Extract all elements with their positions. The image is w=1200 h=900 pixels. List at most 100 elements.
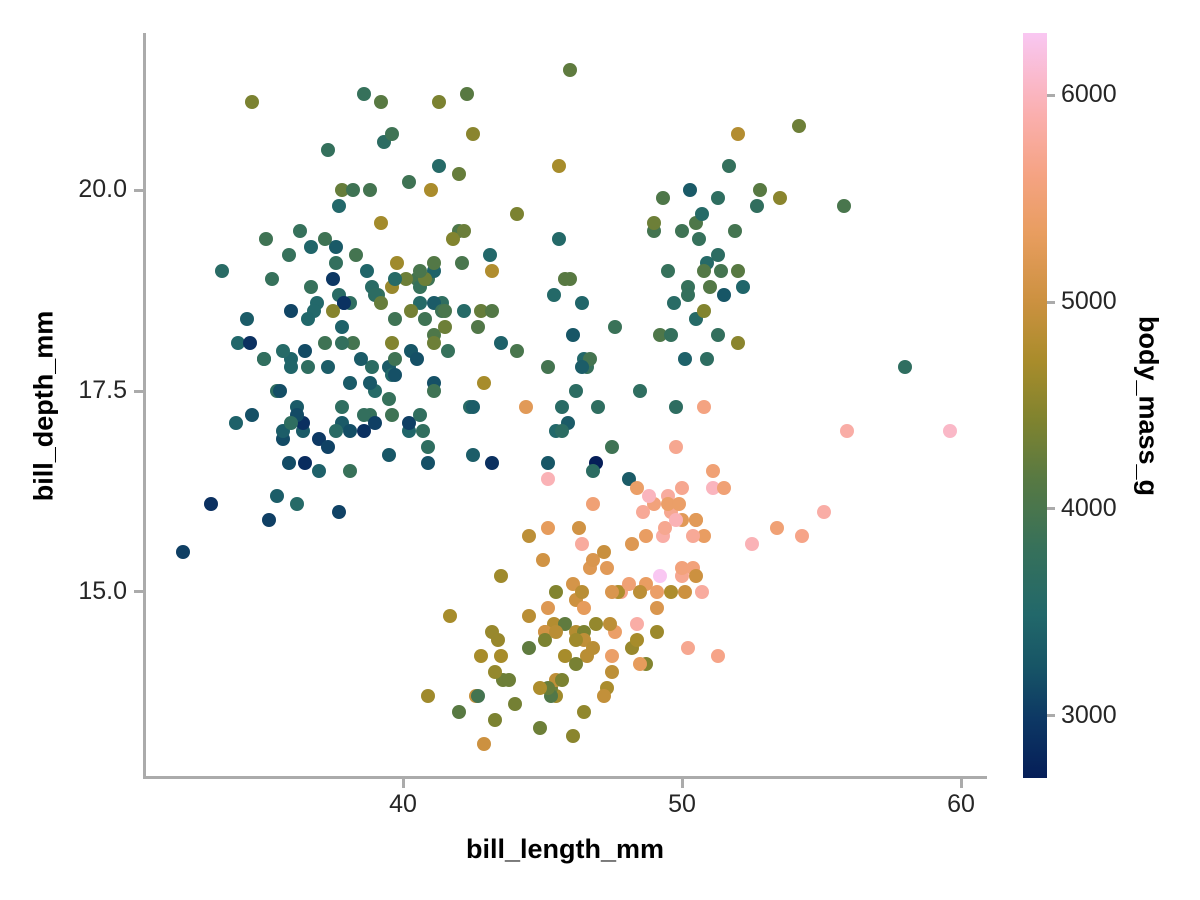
data-point [574, 536, 589, 551]
data-point [356, 87, 371, 102]
data-point [454, 255, 469, 270]
data-point [596, 544, 611, 559]
data-point [474, 649, 489, 664]
data-point [471, 319, 486, 334]
data-point [795, 528, 810, 543]
data-point [549, 625, 564, 640]
data-point [705, 480, 720, 495]
data-point [705, 464, 720, 479]
data-point [711, 327, 726, 342]
data-point [426, 335, 441, 350]
colorbar-tick-label: 5000 [1061, 287, 1117, 316]
data-point [488, 713, 503, 728]
data-point [730, 335, 745, 350]
data-point [451, 705, 466, 720]
data-point [457, 223, 472, 238]
data-point [510, 207, 525, 222]
data-point [574, 295, 589, 310]
data-point [661, 263, 676, 278]
data-point [440, 343, 455, 358]
data-point [663, 327, 678, 342]
data-point [518, 400, 533, 415]
data-point [839, 424, 854, 439]
colorbar-gradient [1023, 33, 1047, 778]
data-point [714, 263, 729, 278]
data-point [700, 352, 715, 367]
data-point [622, 576, 637, 591]
y-axis-tick [134, 590, 143, 594]
data-point [649, 600, 664, 615]
data-point [942, 424, 957, 439]
data-point [298, 343, 313, 358]
data-point [521, 641, 536, 656]
data-point [744, 536, 759, 551]
data-point [647, 215, 662, 230]
data-point [320, 360, 335, 375]
data-point [569, 384, 584, 399]
data-point [493, 568, 508, 583]
data-point [301, 360, 316, 375]
data-point [401, 416, 416, 431]
data-point [390, 255, 405, 270]
data-point [541, 456, 556, 471]
data-point [382, 448, 397, 463]
colorbar-title: body_mass_g [1133, 315, 1164, 497]
data-point [284, 303, 299, 318]
data-point [175, 544, 190, 559]
colorbar-tick-label: 4000 [1061, 493, 1117, 522]
data-point [532, 681, 547, 696]
x-axis-tick [401, 779, 405, 788]
data-point [792, 119, 807, 134]
data-point [326, 271, 341, 286]
data-point [384, 335, 399, 350]
data-point [493, 649, 508, 664]
data-point [635, 504, 650, 519]
data-point [630, 480, 645, 495]
data-point [245, 95, 260, 110]
data-point [384, 408, 399, 423]
data-point [242, 335, 257, 350]
data-point [368, 416, 383, 431]
data-point [421, 689, 436, 704]
data-point [552, 159, 567, 174]
data-point [599, 560, 614, 575]
plot-area [143, 33, 987, 779]
data-point [711, 247, 726, 262]
data-point [401, 175, 416, 190]
data-point [669, 512, 684, 527]
data-point [421, 440, 436, 455]
data-point [284, 360, 299, 375]
data-point [373, 295, 388, 310]
colorbar-tick [1047, 507, 1055, 511]
data-point [711, 191, 726, 206]
data-point [711, 649, 726, 664]
data-point [716, 480, 731, 495]
data-point [465, 127, 480, 142]
data-point [476, 737, 491, 752]
data-point [566, 327, 581, 342]
data-point [412, 263, 427, 278]
data-point [577, 705, 592, 720]
data-point [276, 343, 291, 358]
data-point [345, 183, 360, 198]
data-point [290, 496, 304, 511]
colorbar-tick [1047, 714, 1055, 718]
y-axis-tick-label: 20.0 [78, 175, 127, 204]
data-point [605, 665, 620, 680]
data-point [608, 319, 623, 334]
data-point [398, 271, 413, 286]
data-point [557, 649, 572, 664]
data-point [281, 247, 296, 262]
data-point [418, 311, 433, 326]
data-point [460, 87, 475, 102]
data-point [649, 625, 664, 640]
data-point [697, 400, 712, 415]
data-point [817, 504, 832, 519]
data-point [362, 183, 377, 198]
data-point [292, 223, 307, 238]
data-point [571, 520, 586, 535]
data-point [301, 311, 316, 326]
x-axis-title: bill_length_mm [465, 834, 665, 864]
data-point [259, 231, 274, 246]
